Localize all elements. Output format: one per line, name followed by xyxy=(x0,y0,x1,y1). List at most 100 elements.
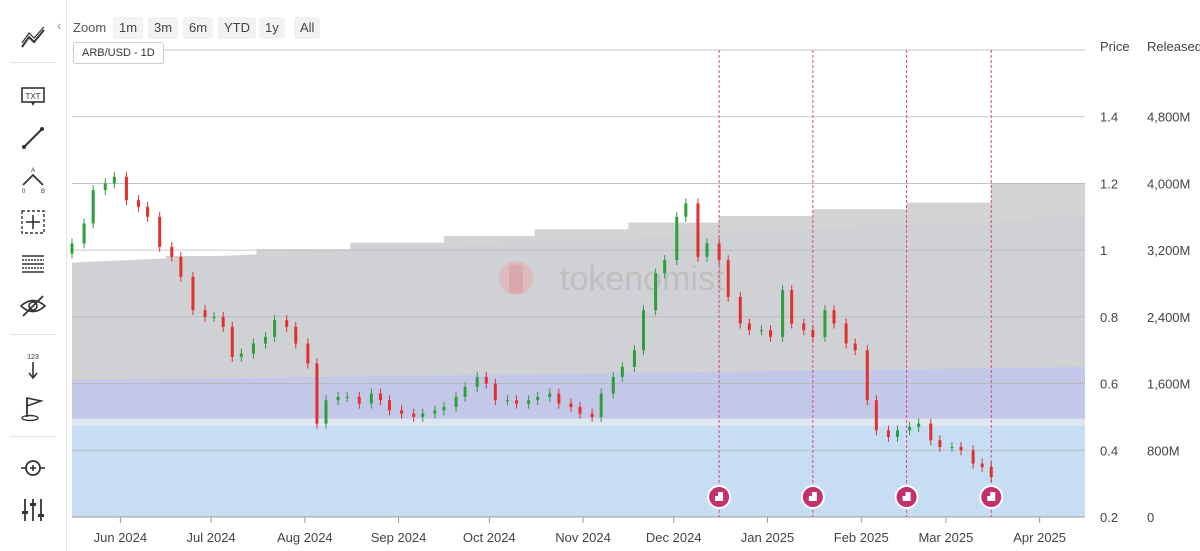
released-tick-label: 0 xyxy=(1147,510,1154,525)
candle-body xyxy=(515,400,519,404)
unlock-icon xyxy=(987,492,996,501)
candle-body xyxy=(442,406,446,411)
candle-body xyxy=(569,403,573,407)
measure-icon[interactable]: 123 xyxy=(14,348,52,384)
candle-body xyxy=(590,413,594,417)
x-tick-label: Jul 2024 xyxy=(187,530,236,545)
zoom-all-button[interactable]: All xyxy=(294,17,321,39)
svg-text:A: A xyxy=(31,168,35,174)
candle-body xyxy=(726,260,730,297)
released-tick-label: 4,800M xyxy=(1147,110,1190,125)
price-tick-label: 0.2 xyxy=(1100,510,1118,525)
candle-body xyxy=(203,310,207,317)
candle-body xyxy=(557,393,561,404)
candle-body xyxy=(959,446,963,451)
candle-body xyxy=(886,430,890,437)
candle-body xyxy=(324,400,328,424)
line-chart-icon[interactable] xyxy=(14,20,52,56)
candle-body xyxy=(191,276,195,311)
released-tick-label: 4,000M xyxy=(1147,176,1190,191)
zoom-ytd-button[interactable]: YTD xyxy=(218,17,256,39)
candle-body xyxy=(548,393,552,397)
candle-body xyxy=(747,323,751,331)
candle-body xyxy=(971,450,975,464)
candle-body xyxy=(91,190,95,224)
fibonacci-icon[interactable]: A 0 B xyxy=(14,162,52,198)
x-tick-label: Apr 2025 xyxy=(1013,530,1066,545)
candle-body xyxy=(950,446,954,448)
candle-body xyxy=(264,336,268,344)
candle-body xyxy=(315,363,319,424)
candle-body xyxy=(989,466,993,477)
released-tick-label: 800M xyxy=(1147,443,1180,458)
candle-body xyxy=(505,400,509,402)
price-tick-label: 0.4 xyxy=(1100,443,1118,458)
candle-body xyxy=(493,383,497,401)
candle-body xyxy=(832,310,836,324)
candle-body xyxy=(917,423,921,427)
candle-body xyxy=(294,326,298,344)
unlock-icon xyxy=(808,492,817,501)
watermark-text: tokenomist xyxy=(560,260,725,298)
price-tick-label: 0.8 xyxy=(1100,310,1118,325)
x-tick-label: Mar 2025 xyxy=(918,530,973,545)
candle-body xyxy=(811,330,815,337)
candle-body xyxy=(239,353,243,357)
collapse-toolbar-icon[interactable]: ‹ xyxy=(57,18,62,33)
candle-body xyxy=(369,393,373,404)
toolbar-divider xyxy=(10,334,56,335)
candle-body xyxy=(696,203,700,257)
crosshair-icon[interactable] xyxy=(14,204,52,240)
candle-body xyxy=(103,183,107,191)
candle-body xyxy=(654,273,658,311)
zoom-label: Zoom xyxy=(73,20,107,35)
candle-body xyxy=(642,310,646,351)
flag-icon[interactable] xyxy=(14,390,52,426)
price-tick-label: 1.2 xyxy=(1100,176,1118,191)
gridlines xyxy=(72,49,1085,518)
candle-body xyxy=(620,366,624,377)
x-tick-label: Jan 2025 xyxy=(741,530,795,545)
candle-body xyxy=(454,396,458,407)
svg-text:0: 0 xyxy=(22,189,26,195)
candle-body xyxy=(632,350,636,367)
candle-body xyxy=(179,256,183,277)
zoom-3m-button[interactable]: 3m xyxy=(148,17,179,39)
candle-body xyxy=(212,316,216,318)
candle-body xyxy=(896,430,900,437)
candle-body xyxy=(769,330,773,337)
candle-body xyxy=(527,400,531,404)
price-tick-label: 1 xyxy=(1100,243,1107,258)
released-tick-label: 2,400M xyxy=(1147,310,1190,325)
hide-icon[interactable] xyxy=(14,288,52,324)
drawing-toolbar: ‹ TXT A 0 B 123 xyxy=(0,0,67,551)
candle-body xyxy=(874,400,878,431)
zoom-fit-icon[interactable] xyxy=(14,450,52,486)
adjust-icon[interactable] xyxy=(14,492,52,528)
candle-body xyxy=(463,386,467,397)
grid-lines-icon[interactable] xyxy=(14,246,52,282)
zoom-1y-button[interactable]: 1y xyxy=(259,17,285,39)
price-column-header: Price xyxy=(1100,39,1130,54)
text-icon[interactable]: TXT xyxy=(14,78,52,114)
pair-label[interactable]: ARB/USD - 1D xyxy=(73,42,164,64)
candle-body xyxy=(421,413,425,417)
candle-body xyxy=(388,400,392,411)
unlock-event-markers[interactable] xyxy=(707,50,1004,517)
candle-body xyxy=(781,290,785,337)
candle-body xyxy=(433,410,437,414)
candle-body xyxy=(759,330,763,332)
candle-body xyxy=(70,243,74,254)
x-tick-label: Jun 2024 xyxy=(94,530,148,545)
candle-body xyxy=(853,343,857,351)
released-area-layers xyxy=(72,183,1085,518)
zoom-1m-button[interactable]: 1m xyxy=(113,17,144,39)
zoom-6m-button[interactable]: 6m xyxy=(183,17,214,39)
candle-body xyxy=(684,203,688,217)
candle-body xyxy=(705,243,709,257)
trendline-icon[interactable] xyxy=(14,120,52,156)
candle-body xyxy=(475,376,479,387)
candle-body xyxy=(823,310,827,337)
price-tick-label: 1.4 xyxy=(1100,110,1118,125)
